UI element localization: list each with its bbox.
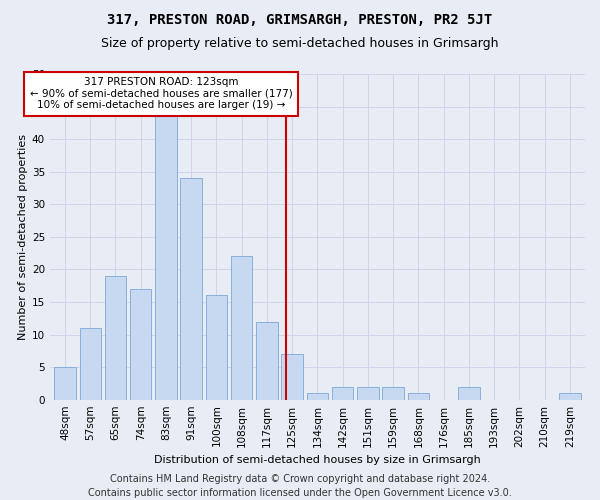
Bar [256,322,278,400]
Bar [559,393,581,400]
Bar [80,328,101,400]
Text: Contains HM Land Registry data © Crown copyright and database right 2024.
Contai: Contains HM Land Registry data © Crown c… [88,474,512,498]
Bar [130,289,151,400]
Bar [281,354,303,400]
Bar [181,178,202,400]
Bar [206,296,227,400]
Bar [155,100,177,400]
Bar [231,256,253,400]
Y-axis label: Number of semi-detached properties: Number of semi-detached properties [17,134,28,340]
Bar [105,276,126,400]
Bar [458,386,479,400]
Bar [382,386,404,400]
X-axis label: Distribution of semi-detached houses by size in Grimsargh: Distribution of semi-detached houses by … [154,455,481,465]
Bar [332,386,353,400]
Bar [307,393,328,400]
Text: Size of property relative to semi-detached houses in Grimsargh: Size of property relative to semi-detach… [101,38,499,51]
Bar [54,367,76,400]
Text: 317, PRESTON ROAD, GRIMSARGH, PRESTON, PR2 5JT: 317, PRESTON ROAD, GRIMSARGH, PRESTON, P… [107,12,493,26]
Bar [357,386,379,400]
Text: 317 PRESTON ROAD: 123sqm
← 90% of semi-detached houses are smaller (177)
10% of : 317 PRESTON ROAD: 123sqm ← 90% of semi-d… [29,78,292,110]
Bar [407,393,429,400]
